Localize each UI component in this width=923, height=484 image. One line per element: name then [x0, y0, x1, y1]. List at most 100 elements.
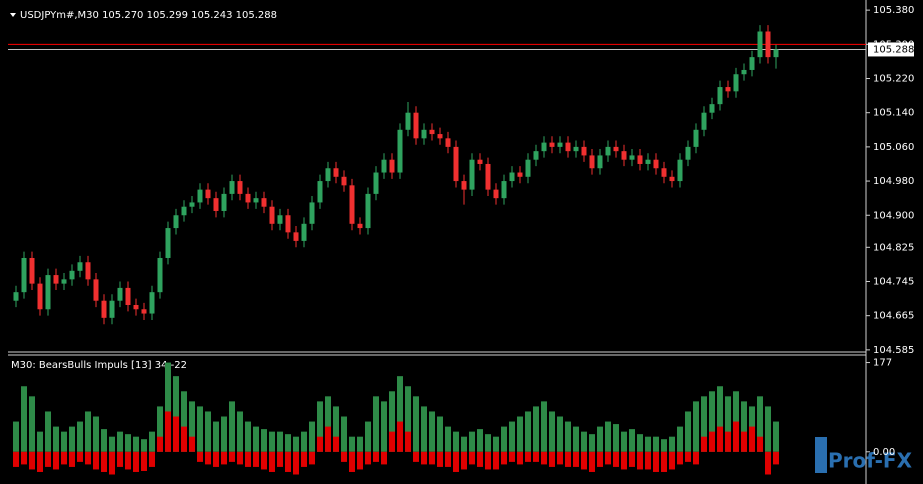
- candle-body: [181, 206, 187, 216]
- indicator-bar: [565, 451, 571, 467]
- indicator-bar: [413, 451, 419, 462]
- indicator-bar: [301, 431, 307, 452]
- indicator-bar: [701, 396, 707, 452]
- indicator-bar: [485, 434, 491, 452]
- indicator-bar: [61, 451, 67, 465]
- candle-body: [93, 279, 99, 301]
- y-tick-label: 105.220: [873, 74, 914, 85]
- indicator-bar: [645, 451, 651, 470]
- candle-body: [477, 159, 483, 164]
- candle-body: [669, 176, 675, 182]
- indicator-bar: [53, 426, 59, 452]
- indicator-bar: [389, 431, 395, 452]
- indicator-bar: [693, 401, 699, 452]
- candle-body: [229, 181, 235, 194]
- indicator-bar: [589, 434, 595, 452]
- indicator-bar: [341, 416, 347, 452]
- candle-body: [709, 104, 715, 113]
- indicator-bar: [13, 421, 19, 452]
- candle-body: [485, 163, 491, 190]
- indicator-bar: [381, 401, 387, 452]
- indicator-bar: [709, 431, 715, 452]
- indicator-bar: [501, 451, 507, 465]
- y-tick-label: 104.825: [873, 242, 914, 253]
- y-tick-label: 104.665: [873, 311, 914, 322]
- candle-body: [773, 49, 779, 58]
- candle-body: [349, 185, 355, 224]
- candle-body: [53, 275, 59, 284]
- indicator-bar: [253, 451, 259, 467]
- indicator-bar: [389, 391, 395, 452]
- indicator-bar: [357, 436, 363, 452]
- indicator-bar: [525, 451, 531, 462]
- indicator-bar: [597, 426, 603, 452]
- candle-body: [293, 232, 299, 241]
- candle-body: [493, 189, 499, 199]
- indicator-bar: [69, 451, 75, 467]
- indicator-bar: [501, 426, 507, 452]
- y-tick-label: 104.900: [873, 210, 914, 221]
- indicator-bar: [349, 451, 355, 472]
- indicator-bar: [85, 451, 91, 465]
- indicator-bar: [709, 391, 715, 452]
- indicator-bar: [213, 451, 219, 467]
- indicator-bar: [653, 451, 659, 472]
- indicator-bar: [117, 451, 123, 467]
- indicator-bar: [405, 386, 411, 452]
- indicator-bar: [165, 411, 171, 452]
- candle-body: [61, 279, 67, 284]
- indicator-bar: [333, 406, 339, 452]
- indicator-bar: [701, 436, 707, 452]
- indicator-bar: [277, 451, 283, 467]
- indicator-bar: [669, 436, 675, 452]
- indicator-bar: [437, 416, 443, 452]
- menu-arrow[interactable]: [10, 13, 16, 17]
- candle-body: [421, 129, 427, 139]
- indicator-bar: [445, 451, 451, 467]
- candle-body: [253, 198, 259, 203]
- indicator-bar: [717, 386, 723, 452]
- candle-body: [461, 181, 467, 190]
- indicator-bar: [637, 434, 643, 452]
- candle-body: [645, 159, 651, 164]
- indicator-bar: [477, 429, 483, 452]
- indicator-bar: [221, 451, 227, 465]
- indicator-bar: [341, 451, 347, 462]
- candle-body: [453, 146, 459, 182]
- indicator-bar: [93, 416, 99, 452]
- indicator-bar: [157, 436, 163, 452]
- candle-body: [285, 215, 291, 233]
- indicator-bar: [141, 451, 147, 471]
- indicator-bar: [685, 451, 691, 462]
- indicator-bar: [773, 451, 779, 465]
- indicator-bar: [717, 426, 723, 452]
- candle-body: [501, 181, 507, 199]
- y-tick-label: 104.585: [873, 345, 914, 356]
- indicator-bar: [653, 436, 659, 452]
- indicator-bar: [453, 431, 459, 452]
- candle-body: [413, 112, 419, 139]
- candle-body: [317, 181, 323, 203]
- candle-body: [261, 198, 267, 207]
- indicator-bar: [741, 431, 747, 452]
- candle-body: [533, 151, 539, 160]
- candle-body: [405, 112, 411, 130]
- indicator-bar: [469, 451, 475, 465]
- candle-body: [589, 155, 595, 169]
- indicator-bar: [245, 421, 251, 452]
- indicator-bar: [557, 451, 563, 465]
- indicator-bar: [325, 426, 331, 452]
- candle-body: [445, 138, 451, 147]
- indicator-bar: [461, 451, 467, 470]
- candle-body: [245, 193, 251, 203]
- indicator-bar: [325, 396, 331, 452]
- indicator-bar: [237, 411, 243, 452]
- indicator-bar: [517, 451, 523, 465]
- indicator-bar: [349, 436, 355, 452]
- indicator-bar: [29, 451, 35, 470]
- candle-body: [509, 172, 515, 182]
- indicator-bar: [45, 411, 51, 452]
- indicator-bar: [765, 406, 771, 452]
- indicator-bar: [757, 436, 763, 452]
